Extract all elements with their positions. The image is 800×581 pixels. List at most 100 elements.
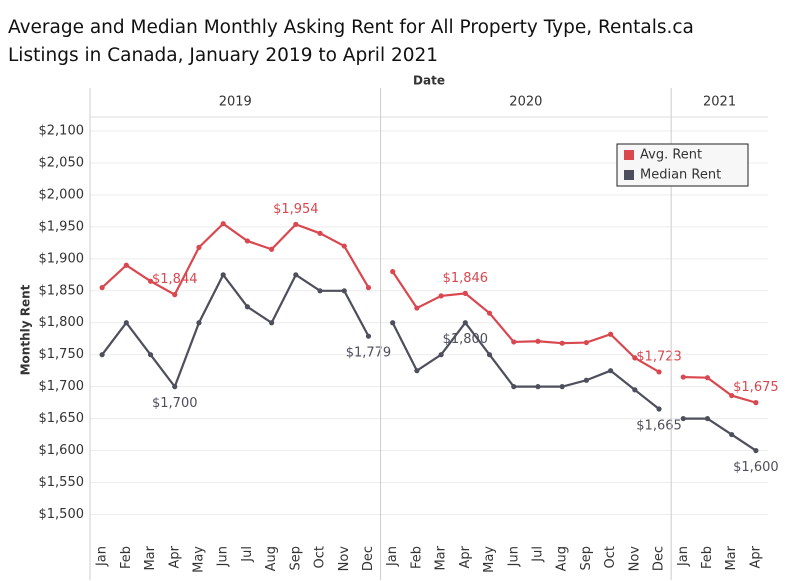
x-tick-label: Jan bbox=[676, 546, 691, 567]
point bbox=[656, 406, 662, 412]
x-tick-label: Jun bbox=[506, 546, 521, 567]
point bbox=[559, 384, 565, 390]
y-tick-label: $1,600 bbox=[39, 443, 85, 458]
x-tick-label: Feb bbox=[119, 546, 134, 569]
legend-label: Median Rent bbox=[640, 168, 721, 183]
point bbox=[680, 374, 686, 380]
x-tick-label: Apr bbox=[748, 545, 763, 568]
x-tick-label: Apr bbox=[458, 545, 473, 568]
line bbox=[101, 272, 370, 389]
line bbox=[391, 271, 660, 373]
x-tick-label: Jul bbox=[530, 546, 545, 563]
point bbox=[341, 243, 347, 249]
point bbox=[147, 278, 154, 284]
value-label: $1,954 bbox=[273, 202, 319, 217]
value-label: $1,665 bbox=[636, 419, 682, 434]
point bbox=[317, 230, 323, 236]
point bbox=[172, 292, 178, 298]
x-tick-label: Jan bbox=[95, 546, 110, 567]
legend-swatch bbox=[624, 150, 634, 160]
y-tick-label: $1,850 bbox=[39, 283, 85, 298]
y-tick-label: $1,500 bbox=[39, 507, 85, 522]
point bbox=[632, 387, 638, 393]
point bbox=[147, 352, 154, 358]
point bbox=[632, 355, 638, 361]
point bbox=[753, 400, 759, 406]
value-label: $1,600 bbox=[733, 460, 779, 475]
point bbox=[244, 238, 250, 244]
point bbox=[99, 352, 105, 358]
point bbox=[99, 285, 105, 291]
x-tick-label: Feb bbox=[409, 546, 424, 569]
point bbox=[123, 262, 129, 268]
point bbox=[486, 352, 493, 358]
value-label: $1,844 bbox=[152, 272, 198, 287]
point bbox=[414, 368, 420, 374]
y-tick-label: $1,950 bbox=[39, 219, 85, 234]
point bbox=[123, 320, 129, 326]
point bbox=[486, 310, 493, 316]
x-tick-label: Jan bbox=[385, 546, 400, 567]
point bbox=[244, 304, 250, 310]
point bbox=[414, 305, 420, 311]
point bbox=[535, 338, 541, 344]
y-tick-label: $1,800 bbox=[39, 315, 85, 330]
point bbox=[729, 431, 735, 438]
x-tick-label: Jun bbox=[216, 546, 231, 567]
point bbox=[220, 221, 226, 227]
x-tick-label: Sep bbox=[579, 546, 594, 571]
value-label: $1,800 bbox=[443, 332, 489, 347]
point bbox=[438, 293, 444, 299]
y-tick-label: $1,550 bbox=[39, 475, 85, 490]
panel-label: 2021 bbox=[703, 95, 736, 110]
point bbox=[269, 246, 275, 252]
y-tick-label: $2,100 bbox=[39, 124, 85, 139]
value-label: $1,700 bbox=[152, 396, 198, 411]
x-tick-label: Nov bbox=[627, 546, 642, 572]
point bbox=[317, 288, 323, 294]
y-tick-label: $1,750 bbox=[39, 347, 85, 362]
line bbox=[683, 417, 757, 452]
point bbox=[293, 221, 299, 227]
point bbox=[462, 290, 468, 296]
x-tick-label: Oct bbox=[313, 546, 328, 568]
x-tick-label: Jul bbox=[240, 546, 255, 563]
point bbox=[608, 331, 614, 337]
point bbox=[220, 272, 226, 278]
x-tick-label: Aug bbox=[555, 546, 570, 571]
line bbox=[101, 222, 370, 297]
line bbox=[391, 320, 660, 410]
point bbox=[729, 392, 735, 399]
point bbox=[559, 340, 565, 346]
y-axis-title: Monthly Rent bbox=[19, 284, 33, 375]
x-tick-label: Feb bbox=[700, 546, 715, 569]
point bbox=[365, 285, 372, 291]
legend-box bbox=[616, 143, 749, 187]
point bbox=[583, 339, 589, 346]
point bbox=[680, 415, 686, 422]
point bbox=[583, 377, 589, 383]
x-tick-label: Mar bbox=[724, 545, 739, 570]
value-label: $1,846 bbox=[443, 271, 489, 286]
panel-label: 2019 bbox=[219, 95, 252, 110]
chart-title: Average and Median Monthly Asking Rent f… bbox=[8, 17, 694, 38]
point bbox=[172, 384, 178, 390]
line bbox=[683, 375, 757, 404]
y-tick-label: $1,700 bbox=[39, 379, 85, 394]
value-label: $1,779 bbox=[346, 346, 392, 361]
point bbox=[293, 272, 299, 278]
chart-title: Listings in Canada, January 2019 to Apri… bbox=[8, 45, 438, 66]
x-tick-label: Apr bbox=[167, 545, 182, 568]
point bbox=[196, 244, 202, 250]
legend-swatch bbox=[624, 170, 634, 180]
point bbox=[341, 288, 347, 294]
x-tick-label: Mar bbox=[434, 545, 449, 570]
point bbox=[608, 368, 614, 374]
x-axis-title: Date bbox=[413, 74, 445, 88]
y-tick-label: $2,000 bbox=[39, 187, 85, 202]
point bbox=[390, 269, 396, 275]
point bbox=[535, 384, 541, 390]
value-label: $1,723 bbox=[636, 349, 682, 364]
point bbox=[511, 339, 517, 345]
